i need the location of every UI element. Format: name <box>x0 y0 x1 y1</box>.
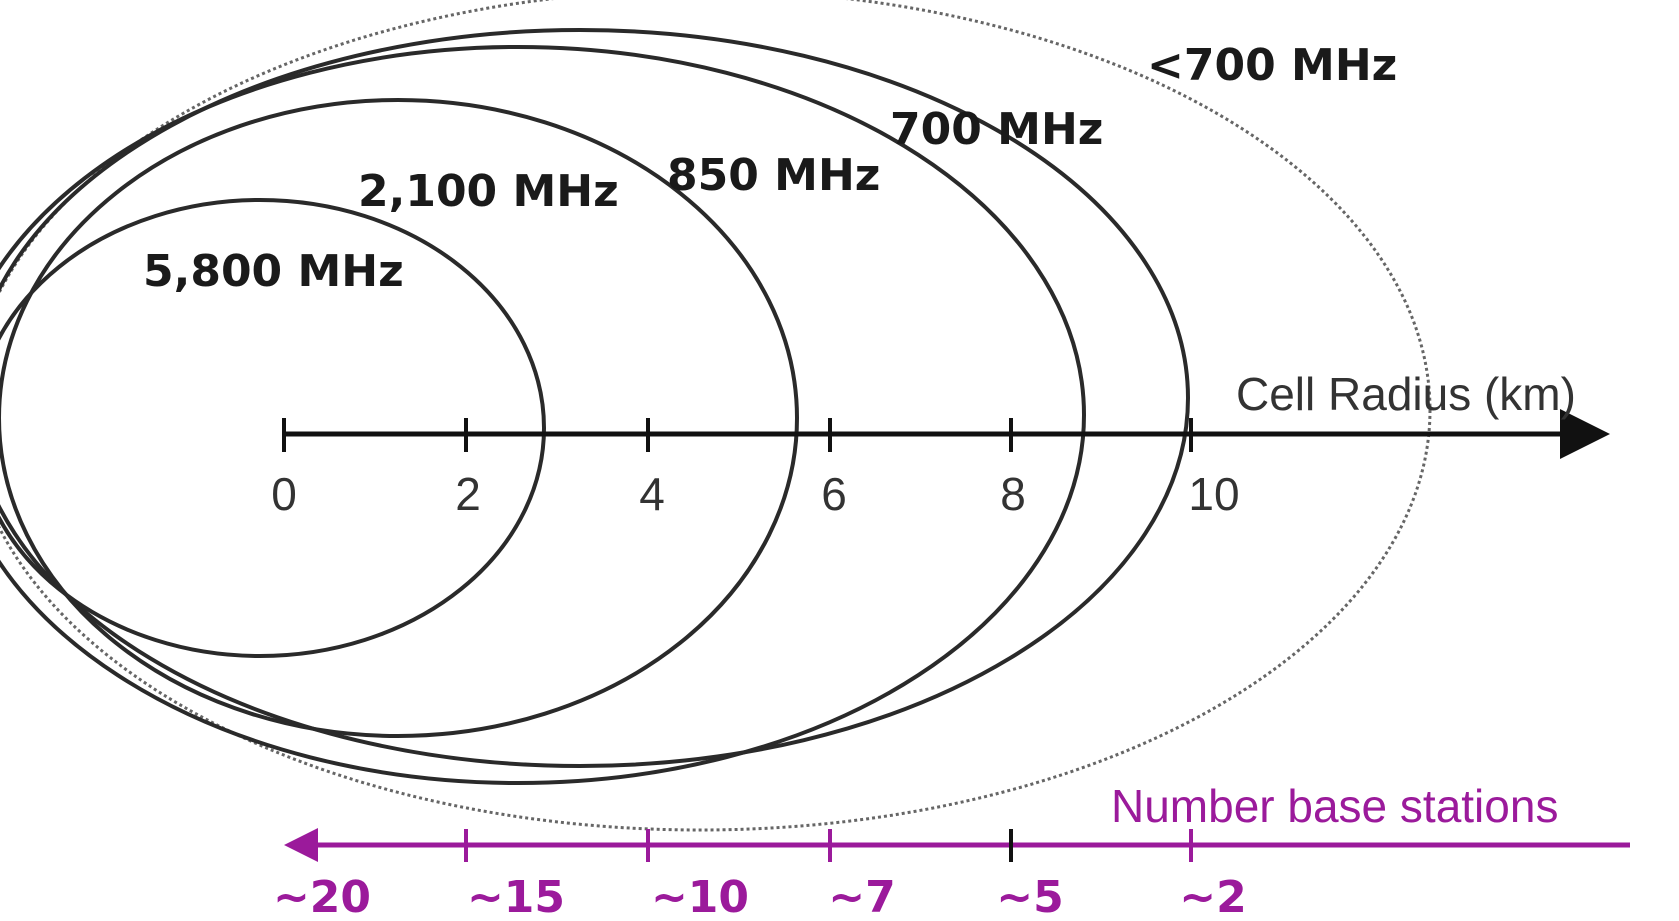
radius-tick-label: 2 <box>455 468 481 520</box>
cell-radius-axis-title: Cell Radius (km) <box>1236 368 1576 420</box>
band-label-850mhz: 850 MHz <box>667 150 880 201</box>
band-label-700mhz: 700 MHz <box>890 104 1103 155</box>
radius-tick-label: 4 <box>639 468 665 520</box>
base-station-axis-arrowhead <box>284 828 318 862</box>
coverage-ellipse-700mhz <box>0 28 1190 768</box>
base-station-tick-label: ~7 <box>828 872 895 921</box>
coverage-ellipse-5800mhz <box>0 198 546 658</box>
coverage-ellipse-850mhz <box>0 45 1086 785</box>
radius-tick-label: 0 <box>271 468 297 520</box>
base-station-tick-label: ~2 <box>1179 872 1246 921</box>
radius-tick-label: 6 <box>821 468 847 520</box>
base-station-tick-label: ~5 <box>996 872 1063 921</box>
base-station-tick-label: ~20 <box>273 872 371 921</box>
base-station-axis-ticks <box>464 829 1193 862</box>
band-label-2100mhz: 2,100 MHz <box>358 166 619 217</box>
cell-radius-axis-ticks <box>282 418 1193 452</box>
band-label-5800mhz: 5,800 MHz <box>143 246 404 297</box>
band-label-below-700mhz: <700 MHz <box>1147 40 1397 91</box>
base-station-tick-label: ~15 <box>467 872 565 921</box>
coverage-ellipse-2100mhz <box>0 98 799 738</box>
base-station-tick-label: ~10 <box>651 872 749 921</box>
radius-tick-label: 10 <box>1188 468 1239 520</box>
radius-tick-label: 8 <box>1000 468 1026 520</box>
base-station-axis-title: Number base stations <box>1111 780 1558 832</box>
coverage-ellipse-below-700mhz <box>0 0 1432 832</box>
